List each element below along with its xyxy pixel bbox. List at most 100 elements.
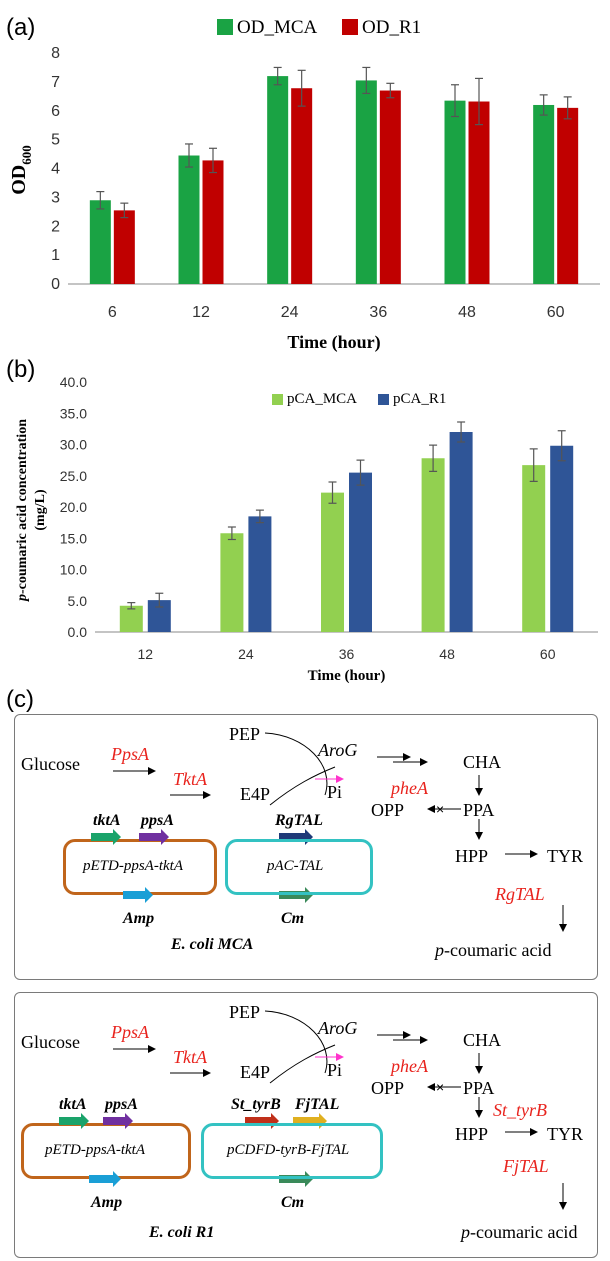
bar-pCA_R1-48: [449, 432, 473, 632]
cm-label: Cm: [281, 910, 305, 927]
y-axis-label: OD600: [8, 145, 34, 195]
st-tyrb-gene-label: St_tyrB: [231, 1096, 281, 1113]
plasmid2-name: pAC-TAL: [267, 858, 324, 874]
phea-enzyme: pheA: [391, 1056, 428, 1076]
fjtal-gene-label: FjTAL: [295, 1096, 340, 1113]
bar-OD_MCA-24: [267, 76, 289, 284]
pi-label: Pi: [327, 1060, 343, 1080]
bar-pCA_MCA-48: [421, 458, 445, 632]
panel-a-label: (a): [6, 14, 36, 41]
x-tick-label: 24: [238, 646, 254, 662]
y-tick-label: 5.0: [68, 593, 88, 609]
y-axis-label-unit: (mg/L): [33, 489, 48, 531]
bar-pCA_R1-12: [147, 600, 171, 632]
tkta-enzyme: TktA: [173, 1047, 207, 1067]
y-axis-label-main: OD: [8, 165, 30, 195]
rgtal-gene-label: RgTAL: [275, 812, 324, 829]
cha-label: CHA: [463, 752, 502, 772]
y-tick-label: 0: [51, 276, 60, 293]
y-axis-label-sub: 600: [19, 145, 34, 165]
y-tick-label: 2: [51, 218, 60, 235]
y-tick-label: 0.0: [68, 624, 88, 640]
cm-gene-icon: [279, 1171, 313, 1187]
pathway-arrows-mca: ×: [113, 732, 567, 932]
glucose-label: Glucose: [21, 754, 80, 774]
x-tick-label: 24: [281, 304, 299, 321]
product-label: p-coumaric acid: [435, 941, 551, 959]
cha-label: CHA: [463, 1030, 502, 1050]
legend-swatch-OD_R1: [342, 19, 358, 35]
y-axis-label-italic: p: [15, 594, 30, 602]
y-tick-label: 25.0: [60, 468, 87, 484]
ppa-label: PPA: [463, 800, 495, 820]
x-tick-label: 36: [339, 646, 355, 662]
ppsa-enzyme: PpsA: [111, 1022, 149, 1042]
bar-OD_R1-48: [468, 101, 490, 284]
amp-label: Amp: [123, 910, 155, 927]
strain-label-mca: E. coli MCA: [171, 936, 254, 953]
tkta-gene-label: tktA: [93, 812, 121, 829]
y-tick-label: 7: [51, 74, 60, 91]
x-tick-label: 12: [192, 304, 210, 321]
y-tick-label: 15.0: [60, 530, 87, 546]
tkta-gene-icon: [59, 1113, 89, 1129]
x-tick-label: 48: [439, 646, 455, 662]
bar-OD_R1-60: [557, 107, 579, 284]
tkta-gene-icon: [91, 829, 121, 845]
tyr-label: TYR: [547, 1124, 583, 1144]
y-axis-label: p-coumaric acid concentration: [15, 419, 30, 602]
tal-enzyme: FjTAL: [503, 1156, 549, 1176]
bar-OD_R1-6: [113, 210, 135, 284]
strain-label-r1: E. coli R1: [149, 1224, 215, 1241]
tyr-label: TYR: [547, 846, 583, 866]
plasmid-pac-tal: [225, 839, 373, 895]
bar-OD_MCA-60: [533, 104, 555, 284]
ppsa-gene-label: ppsA: [105, 1096, 138, 1113]
pep-label: PEP: [229, 1002, 261, 1022]
x-tick-label: 12: [138, 646, 154, 662]
bar-pCA_MCA-36: [321, 492, 344, 632]
bar-pCA_MCA-60: [522, 465, 546, 632]
diagram-r1: × Glucose PpsA TktA PEP E4P AroG Pi CHA …: [14, 992, 598, 1258]
product-name: -coumaric acid: [470, 1222, 578, 1242]
x-tick-label: 48: [458, 304, 476, 321]
y-tick-label: 6: [51, 103, 60, 120]
hpp-label: HPP: [455, 1124, 489, 1144]
phea-enzyme: pheA: [391, 778, 428, 798]
y-tick-label: 1: [51, 247, 60, 264]
x-tick-label: 36: [369, 304, 387, 321]
amp-gene-icon: [89, 1171, 121, 1187]
tkta-gene-label: tktA: [59, 1096, 87, 1113]
y-tick-label: 30.0: [60, 437, 87, 453]
bar-OD_R1-24: [291, 88, 313, 284]
product-italic: p: [461, 1222, 470, 1242]
svg-text:×: ×: [436, 801, 444, 817]
y-tick-label: 4: [51, 161, 60, 178]
x-axis-label: Time (hour): [287, 332, 380, 353]
e4p-label: E4P: [240, 1062, 271, 1082]
legend-label-pCA_MCA: pCA_MCA: [287, 391, 357, 407]
tal-enzyme: RgTAL: [495, 884, 545, 904]
ppsa-enzyme: PpsA: [111, 744, 149, 764]
x-tick-label: 60: [540, 646, 556, 662]
y-tick-label: 8: [51, 45, 60, 62]
bar-pCA_MCA-12: [119, 605, 143, 632]
bar-OD_MCA-36: [355, 80, 377, 285]
legend-label-OD_R1: OD_R1: [362, 17, 421, 38]
legend-label-pCA_R1: pCA_R1: [393, 391, 446, 407]
product-italic: p: [435, 940, 444, 960]
x-tick-label: 6: [108, 304, 117, 321]
tkta-enzyme: TktA: [173, 769, 207, 789]
product-label: p-coumaric acid: [461, 1223, 577, 1241]
bar-OD_MCA-6: [89, 200, 111, 284]
pep-label: PEP: [229, 724, 261, 744]
glucose-label: Glucose: [21, 1032, 80, 1052]
ppsa-gene-icon: [103, 1113, 133, 1129]
ppa-label: PPA: [463, 1078, 495, 1098]
legend-swatch-pCA_R1: [378, 394, 389, 405]
amp-gene-icon: [123, 887, 153, 903]
svg-text:×: ×: [436, 1079, 444, 1095]
x-axis-label: Time (hour): [308, 668, 386, 684]
bar-OD_MCA-12: [178, 155, 200, 284]
